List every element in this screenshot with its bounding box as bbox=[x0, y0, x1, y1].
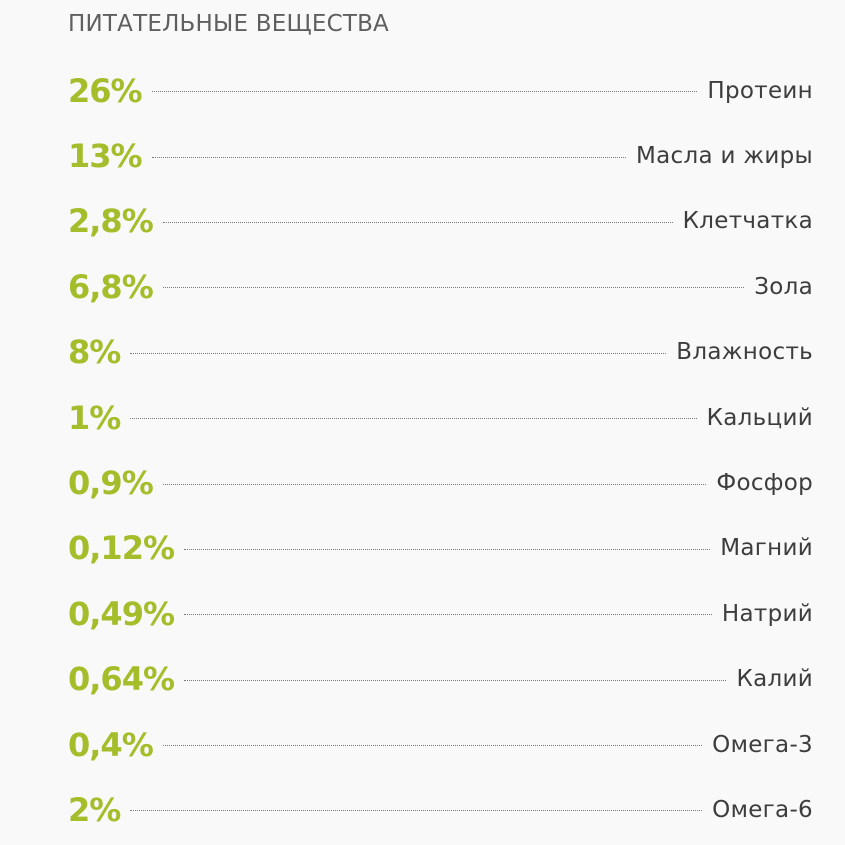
nutrient-row-phosphorus: 0,9% Фосфор bbox=[68, 450, 813, 515]
nutrient-label: Зола bbox=[754, 273, 813, 300]
nutrient-list: 26% Протеин 13% Масла и жиры 2,8% Клетча… bbox=[68, 58, 813, 843]
nutrient-label: Натрий bbox=[721, 600, 813, 627]
nutrient-row-protein: 26% Протеин bbox=[68, 58, 813, 123]
nutrient-value: 0,4% bbox=[68, 725, 154, 764]
nutrient-value: 26% bbox=[68, 71, 143, 110]
nutrient-row-potassium: 0,64% Калий bbox=[68, 647, 813, 712]
nutrient-value: 0,64% bbox=[68, 660, 175, 699]
dotted-leader bbox=[162, 745, 703, 747]
nutrient-row-omega-6: 2% Омега-6 bbox=[68, 777, 813, 842]
section-title: ПИТАТЕЛЬНЫЕ ВЕЩЕСТВА bbox=[68, 11, 389, 37]
nutrient-label: Магний bbox=[720, 535, 813, 562]
nutrient-label: Влажность bbox=[676, 339, 813, 366]
nutrient-value: 0,12% bbox=[68, 529, 175, 568]
dotted-leader bbox=[162, 287, 745, 289]
dotted-leader bbox=[162, 483, 707, 485]
nutrient-label: Кальций bbox=[706, 404, 813, 431]
dotted-leader bbox=[184, 548, 711, 550]
dotted-leader bbox=[130, 352, 667, 354]
nutrient-label: Клетчатка bbox=[682, 208, 813, 235]
nutrient-row-moisture: 8% Влажность bbox=[68, 320, 813, 385]
nutrient-value: 2,8% bbox=[68, 202, 154, 241]
dotted-leader bbox=[151, 156, 627, 158]
nutrient-row-ash: 6,8% Зола bbox=[68, 254, 813, 319]
nutrient-label: Протеин bbox=[707, 77, 813, 104]
nutrient-value: 6,8% bbox=[68, 267, 154, 306]
nutrient-value: 8% bbox=[68, 333, 121, 372]
nutrient-row-calcium: 1% Кальций bbox=[68, 385, 813, 450]
dotted-leader bbox=[184, 679, 727, 681]
nutrient-label: Омега-6 bbox=[712, 796, 813, 823]
dotted-leader bbox=[151, 91, 698, 93]
nutrient-value: 0,49% bbox=[68, 594, 175, 633]
nutrient-row-omega-3: 0,4% Омега-3 bbox=[68, 712, 813, 777]
nutrient-value: 2% bbox=[68, 790, 121, 829]
nutrient-label: Омега-3 bbox=[712, 731, 813, 758]
nutrient-value: 1% bbox=[68, 398, 121, 437]
nutrient-row-magnesium: 0,12% Магний bbox=[68, 516, 813, 581]
nutrient-row-sodium: 0,49% Натрий bbox=[68, 581, 813, 646]
nutrient-label: Калий bbox=[736, 666, 813, 693]
dotted-leader bbox=[130, 418, 697, 420]
dotted-leader bbox=[130, 810, 703, 812]
nutrient-value: 13% bbox=[68, 137, 143, 176]
dotted-leader bbox=[162, 221, 673, 223]
nutrient-label: Масла и жиры bbox=[636, 143, 813, 170]
nutrient-row-fiber: 2,8% Клетчатка bbox=[68, 189, 813, 254]
nutrient-label: Фосфор bbox=[716, 470, 813, 497]
nutrient-value: 0,9% bbox=[68, 464, 154, 503]
nutrient-row-fats: 13% Масла и жиры bbox=[68, 123, 813, 188]
dotted-leader bbox=[184, 614, 712, 616]
